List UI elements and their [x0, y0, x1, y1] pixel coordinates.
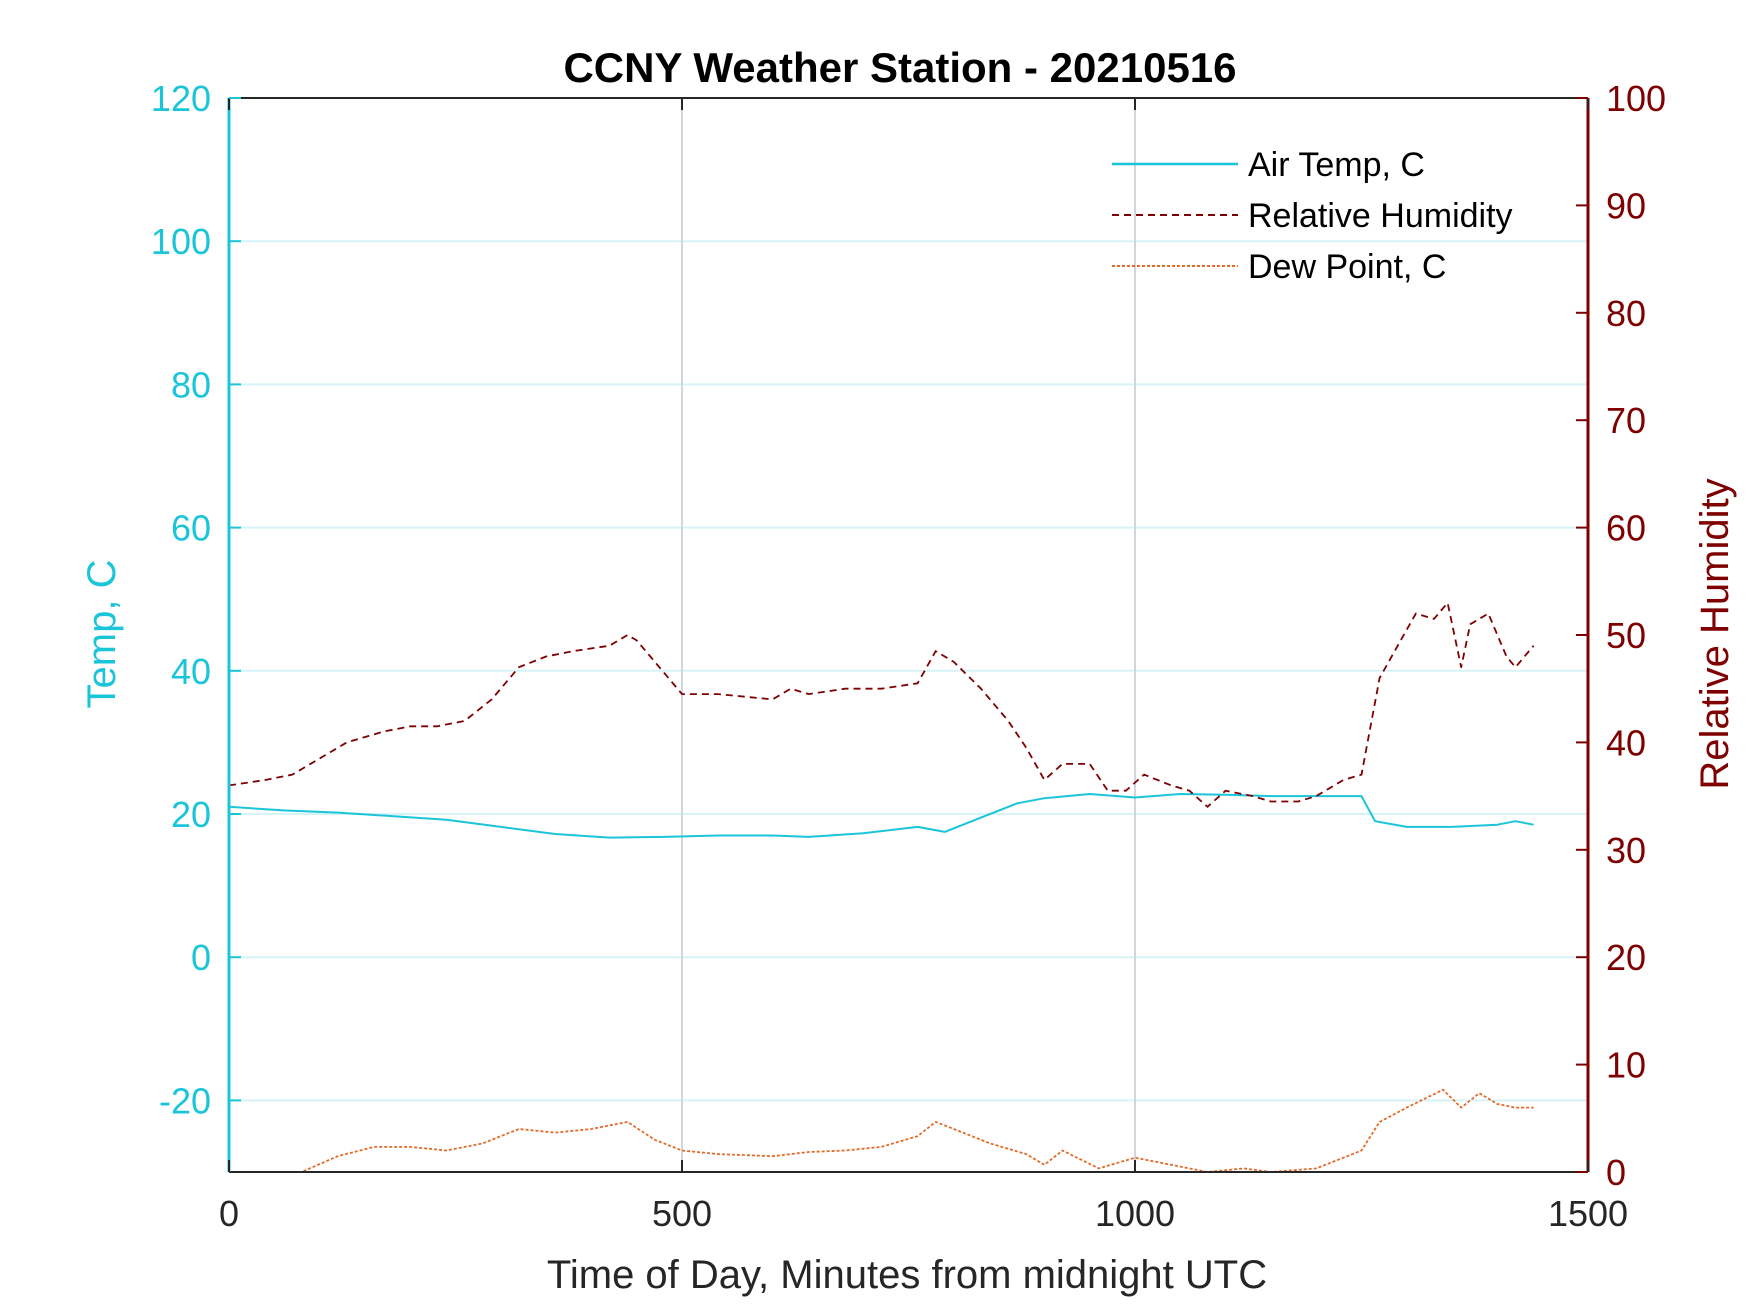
- x-tick-label: 1500: [1548, 1193, 1628, 1234]
- y-left-tick-label: -20: [159, 1080, 211, 1121]
- y-left-tick-label: 40: [171, 651, 211, 692]
- y-right-tick-label: 50: [1606, 615, 1646, 656]
- y-right-tick-label: 10: [1606, 1045, 1646, 1086]
- plot-area: [229, 601, 1535, 1172]
- y-axis-left-label: Temp, C: [80, 560, 124, 709]
- grid: [229, 98, 1588, 1172]
- series-relative-humidity: [229, 601, 1535, 808]
- y-right-tick-label: 20: [1606, 937, 1646, 978]
- series-air-temp: [229, 793, 1534, 839]
- legend-label-relative-humidity: Relative Humidity: [1248, 197, 1513, 235]
- legend-label-dew-point: Dew Point, C: [1248, 248, 1446, 286]
- legend: Air Temp, C Relative Humidity Dew Point,…: [1112, 146, 1513, 286]
- y-right-tick-label: 30: [1606, 830, 1646, 871]
- legend-label-air-temp: Air Temp, C: [1248, 146, 1425, 184]
- y-left-tick-label: 60: [171, 508, 211, 549]
- y-right-tick-label: 100: [1606, 78, 1666, 119]
- y-right-tick-label: 80: [1606, 293, 1646, 334]
- y-right-tick-label: 60: [1606, 508, 1646, 549]
- y-left-tick-label: 0: [191, 937, 211, 978]
- x-axis-label: Time of Day, Minutes from midnight UTC: [547, 1253, 1267, 1297]
- y-left-tick-label: 20: [171, 794, 211, 835]
- y-axis-right-label: Relative Humidity: [1693, 478, 1737, 789]
- y-left-tick-label: 100: [151, 221, 211, 262]
- chart-title: CCNY Weather Station - 20210516: [563, 44, 1236, 91]
- y-right-tick-label: 40: [1606, 722, 1646, 763]
- y-right-tick-label: 70: [1606, 400, 1646, 441]
- y-right-tick-label: 0: [1606, 1152, 1626, 1193]
- y-left-tick-label: 120: [151, 78, 211, 119]
- y-left-tick-label: 80: [171, 364, 211, 405]
- y-right-tick-label: 90: [1606, 185, 1646, 226]
- x-tick-label: 500: [652, 1193, 712, 1234]
- axes: 0 500 1000 1500 -20 0 20 40 60 80 100 120 0 10 20 30 40 5…: [151, 78, 1666, 1234]
- x-tick-label: 1000: [1095, 1193, 1175, 1234]
- series-dew-point: [229, 1088, 1534, 1172]
- x-tick-label: 0: [219, 1193, 239, 1234]
